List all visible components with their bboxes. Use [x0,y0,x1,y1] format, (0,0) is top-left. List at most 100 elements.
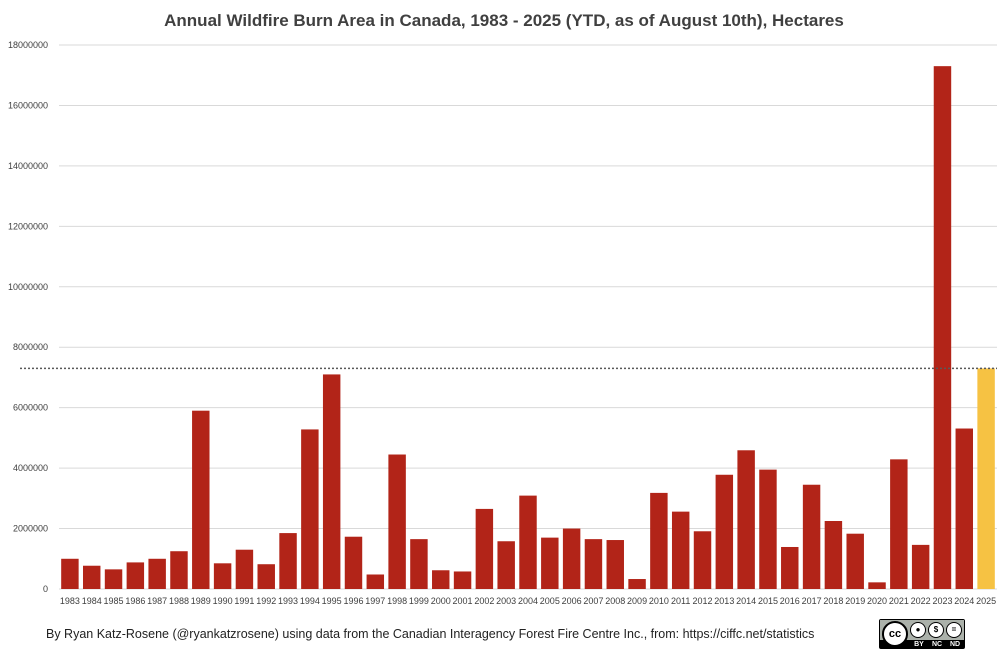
x-tick-label: 2004 [518,596,538,606]
x-tick-label: 2005 [540,596,560,606]
attribution-text: By Ryan Katz-Rosene (@ryankatzrosene) us… [46,627,815,641]
bar-2018 [824,521,843,589]
x-tick-label: 2014 [736,596,756,606]
bar-2011 [671,511,690,589]
x-tick-label: 2021 [889,596,909,606]
bar-1990 [213,563,232,589]
bar-1986 [126,562,145,589]
bar-2013 [715,474,734,589]
x-tick-label: 1985 [104,596,124,606]
x-tick-label: 1989 [191,596,211,606]
bar-2007 [584,539,603,589]
bars [61,66,995,589]
x-tick-label: 2025 [976,596,996,606]
x-tick-label: 2015 [758,596,778,606]
x-tick-label: 1990 [213,596,233,606]
bar-1999 [410,539,428,589]
y-tick-label: 4000000 [13,463,48,473]
bar-2022 [911,544,930,589]
y-tick-label: 14000000 [8,161,48,171]
x-tick-label: 1994 [300,596,320,606]
no-dollar-icon: $ [928,622,944,638]
x-tick-label: 1986 [125,596,145,606]
bar-2002 [475,508,494,589]
bar-1988 [170,551,188,589]
bar-2016 [781,546,799,589]
x-tick-label: 2002 [474,596,494,606]
y-tick-label: 0 [43,584,48,594]
bar-2014 [737,450,755,589]
bar-2020 [868,582,886,589]
x-tick-label: 2012 [692,596,712,606]
bar-1996 [344,536,363,589]
bar-2012 [693,531,712,589]
bar-1995 [322,374,341,589]
y-tick-label: 6000000 [13,403,48,413]
x-tick-label: 2019 [845,596,865,606]
license-nd-label: ND [949,641,961,648]
x-tick-label: 1991 [234,596,254,606]
x-tick-label: 1987 [147,596,167,606]
person-icon: ● [910,622,926,638]
bar-2000 [432,570,450,589]
bar-2009 [628,579,646,589]
x-axis-ticks: 1983 1984 1985 1986 1987 1988 1989 1990 1991 1992… [60,596,996,606]
bar-2003 [497,541,515,589]
x-tick-label: 2008 [605,596,625,606]
x-tick-label: 2018 [823,596,843,606]
bar-2015 [759,469,777,589]
y-tick-label: 12000000 [8,221,48,231]
x-tick-label: 1993 [278,596,298,606]
license-by-label: BY [914,641,924,648]
bar-2010 [650,492,668,589]
bar-1991 [235,549,254,589]
bar-1984 [82,565,101,589]
x-tick-label: 1983 [60,596,80,606]
bar-1994 [301,429,319,589]
x-tick-label: 2024 [954,596,974,606]
y-tick-label: 18000000 [8,40,48,50]
license-nc-label: NC [931,641,943,648]
bar-1983 [61,558,79,589]
x-tick-label: 2007 [583,596,603,606]
bar-2005 [541,537,559,589]
x-tick-label: 2006 [562,596,582,606]
x-tick-label: 2023 [932,596,952,606]
bar-2025 [977,368,995,589]
bar-2019 [846,533,864,589]
x-tick-label: 1992 [256,596,276,606]
x-tick-label: 1998 [387,596,407,606]
x-tick-label: 2017 [802,596,822,606]
x-tick-label: 1988 [169,596,189,606]
y-tick-label: 10000000 [8,282,48,292]
x-tick-label: 1999 [409,596,429,606]
bar-1998 [388,454,406,589]
x-tick-label: 1995 [322,596,342,606]
bar-2004 [519,495,537,589]
x-tick-label: 2013 [714,596,734,606]
bar-1987 [148,558,166,589]
bar-2021 [890,459,908,589]
bar-1992 [257,564,275,589]
bar-1993 [279,533,297,589]
bar-2006 [562,528,581,589]
x-tick-label: 2003 [496,596,516,606]
x-tick-label: 1996 [343,596,363,606]
x-tick-label: 2009 [627,596,647,606]
x-tick-label: 2011 [671,596,690,606]
x-tick-label: 2016 [780,596,800,606]
bar-1997 [366,574,385,589]
bar-2024 [955,428,974,589]
equals-icon: = [946,622,962,638]
x-tick-label: 1997 [365,596,385,606]
y-axis-ticks: 0 2000000 4000000 6000000 8000000 10000000 120… [8,40,48,594]
x-tick-label: 2001 [453,596,473,606]
x-tick-label: 2010 [649,596,669,606]
cc-license-badge[interactable]: cc ● $ = BY NC ND [879,619,965,649]
bar-2008 [606,540,624,589]
bar-1985 [104,569,123,589]
bar-2023 [933,66,952,589]
y-tick-label: 8000000 [13,342,48,352]
x-tick-label: 2022 [911,596,931,606]
